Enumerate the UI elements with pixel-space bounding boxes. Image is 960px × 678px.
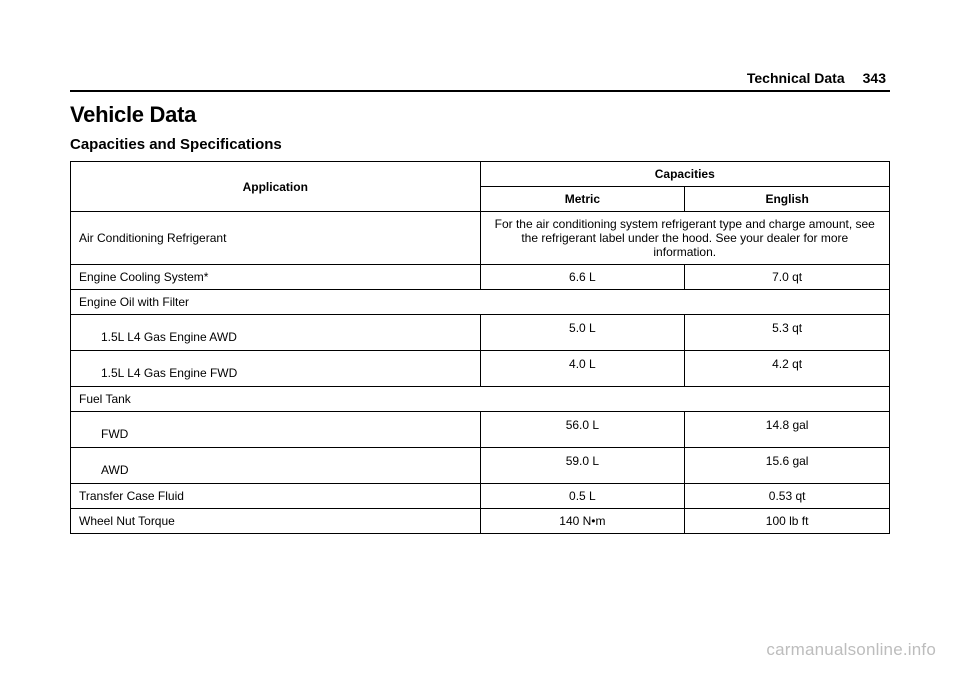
cell-note: For the air conditioning system refriger… (480, 212, 890, 265)
th-metric: Metric (480, 187, 685, 212)
table-row: 1.5L L4 Gas Engine AWD 5.0 L 5.3 qt (71, 315, 890, 351)
cell-app: Air Conditioning Refrigerant (71, 212, 481, 265)
cell-app: Wheel Nut Torque (71, 509, 481, 534)
capacities-table: Application Capacities Metric English Ai… (70, 161, 890, 534)
header-divider (70, 90, 890, 92)
table-row: Fuel Tank (71, 387, 890, 412)
cell-english: 4.2 qt (685, 351, 890, 387)
watermark: carmanualsonline.info (766, 640, 936, 660)
table-row: Engine Oil with Filter (71, 290, 890, 315)
cell-metric: 5.0 L (480, 315, 685, 351)
header-section: Technical Data (747, 70, 845, 86)
cell-metric: 4.0 L (480, 351, 685, 387)
cell-english: 100 lb ft (685, 509, 890, 534)
cell-app: Engine Cooling System* (71, 265, 481, 290)
cell-app: 1.5L L4 Gas Engine AWD (71, 315, 481, 351)
table-row: Engine Cooling System* 6.6 L 7.0 qt (71, 265, 890, 290)
header-page-number: 343 (863, 70, 886, 86)
cell-app: 1.5L L4 Gas Engine FWD (71, 351, 481, 387)
th-capacities: Capacities (480, 162, 890, 187)
cell-group: Engine Oil with Filter (71, 290, 890, 315)
cell-english: 5.3 qt (685, 315, 890, 351)
table-row: Air Conditioning Refrigerant For the air… (71, 212, 890, 265)
cell-metric: 140 N•m (480, 509, 685, 534)
cell-english: 15.6 gal (685, 448, 890, 484)
table-row: Transfer Case Fluid 0.5 L 0.53 qt (71, 484, 890, 509)
cell-english: 0.53 qt (685, 484, 890, 509)
table-row: FWD 56.0 L 14.8 gal (71, 412, 890, 448)
cell-english: 14.8 gal (685, 412, 890, 448)
cell-metric: 59.0 L (480, 448, 685, 484)
cell-metric: 6.6 L (480, 265, 685, 290)
table-row: AWD 59.0 L 15.6 gal (71, 448, 890, 484)
cell-metric: 0.5 L (480, 484, 685, 509)
page-subtitle: Capacities and Specifications (70, 136, 890, 153)
cell-group: Fuel Tank (71, 387, 890, 412)
table-row: Wheel Nut Torque 140 N•m 100 lb ft (71, 509, 890, 534)
cell-metric: 56.0 L (480, 412, 685, 448)
cell-app: Transfer Case Fluid (71, 484, 481, 509)
th-application: Application (71, 162, 481, 212)
page-title: Vehicle Data (70, 102, 890, 128)
th-english: English (685, 187, 890, 212)
cell-app: FWD (71, 412, 481, 448)
cell-english: 7.0 qt (685, 265, 890, 290)
page-header: Technical Data 343 (70, 70, 890, 86)
table-row: 1.5L L4 Gas Engine FWD 4.0 L 4.2 qt (71, 351, 890, 387)
cell-app: AWD (71, 448, 481, 484)
